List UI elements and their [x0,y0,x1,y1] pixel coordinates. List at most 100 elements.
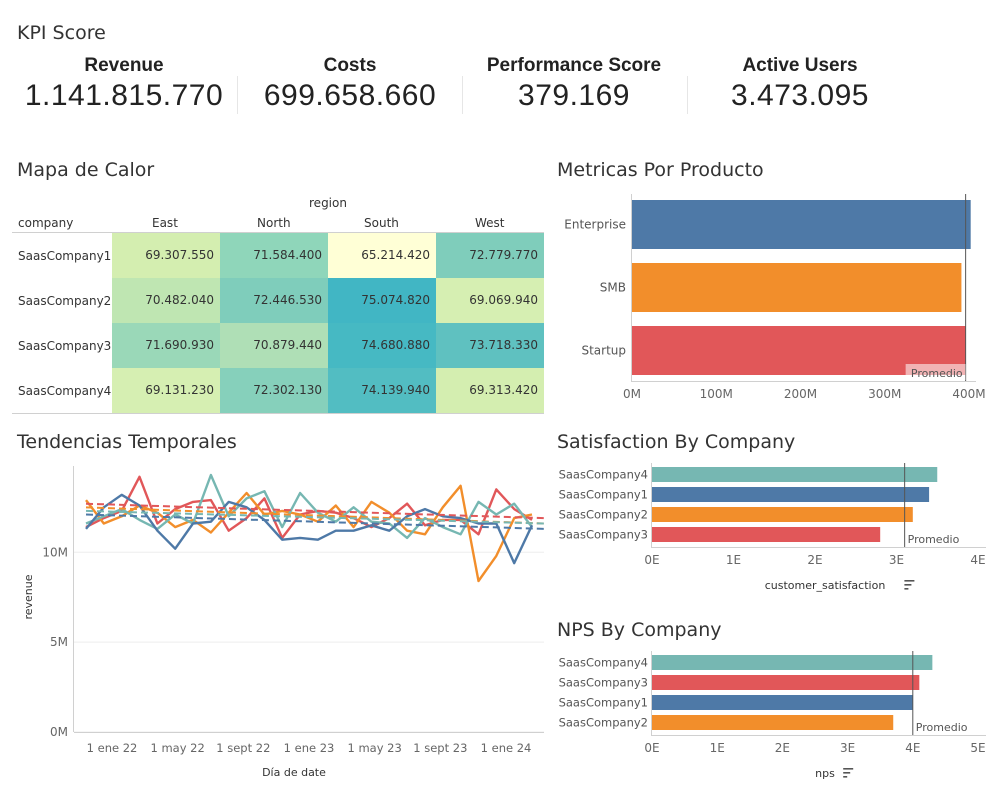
heatmap-cell[interactable]: 71.690.930 [112,323,220,368]
bar[interactable] [652,467,938,482]
heatmap-row-label: SaasCompany4 [18,384,112,398]
heatmap-cell[interactable]: 70.879.440 [220,323,328,368]
y-tick-label: 10M [42,545,68,559]
bar-category-label: SaasCompany4 [559,468,648,482]
sort-icon-bar [843,776,848,778]
bar-category-label: SaasCompany3 [559,676,648,690]
heatmap-cell[interactable]: 72.779.770 [436,233,544,278]
kpi-label: Active Users [742,55,858,76]
kpi-label: Performance Score [486,55,662,76]
revenue-series-line[interactable] [85,493,534,565]
heatmap-cell[interactable]: 73.718.330 [436,323,544,368]
x-tick-label: 4E [905,741,920,755]
heatmap-row-label: SaasCompany1 [18,249,112,263]
heatmap-cell[interactable]: 69.313.420 [436,368,544,413]
y-axis-title: revenue [22,574,35,619]
sort-icon-bar [904,584,912,586]
kpi-label: Revenue [84,55,164,76]
x-tick-label: 300M [868,387,901,401]
revenue-series-line[interactable] [85,473,533,540]
bar[interactable] [652,487,930,502]
sort-icon-bar [904,588,909,590]
kpi-costs: Costs 699.658.660 [246,54,454,118]
kpi-divider [687,76,688,114]
y-tick-label: 0M [50,725,68,739]
heatmap-bottom-rule [12,413,544,414]
heatmap-row-label: SaasCompany3 [18,339,112,353]
nps-chart-title: NPS By Company [557,619,722,641]
heatmap-cell[interactable]: 75.074.820 [328,278,436,323]
heatmap-cell[interactable]: 69.307.550 [112,233,220,278]
x-tick-label: 1 may 22 [151,741,205,755]
bar-category-label: SaasCompany2 [559,508,648,522]
kpi-active-users: Active Users 3.473.095 [696,54,904,118]
bar-category-label: Startup [581,344,626,358]
trends-chart-title: Tendencias Temporales [17,431,237,453]
bar-category-label: SaasCompany1 [559,696,648,710]
kpi-value: 699.658.660 [263,79,437,112]
bar-category-label: SMB [600,281,626,295]
heatmap-top-rule [12,232,544,233]
bar[interactable] [652,527,881,542]
bar-category-label: SaasCompany1 [559,488,648,502]
bar[interactable] [652,655,933,670]
reference-label: Promedio [908,533,960,546]
x-tick-label: 0E [644,741,659,755]
bar-category-label: SaasCompany4 [559,656,648,670]
heatmap-title: Mapa de Calor [17,159,155,181]
x-tick-label: 0E [644,553,659,567]
x-tick-label: 1E [710,741,725,755]
sort-icon [904,580,915,590]
bar[interactable] [632,200,971,249]
heatmap-column-header: West [475,216,505,230]
x-tick-label: 1 sept 22 [216,741,270,755]
heatmap-cell[interactable]: 69.131.230 [112,368,220,413]
x-tick-label: 1 may 23 [348,741,402,755]
bar-category-label: SaasCompany3 [559,528,648,542]
x-axis-title: customer_satisfaction [765,579,886,592]
x-tick-label: 1 ene 24 [481,741,532,755]
heatmap-cell[interactable]: 72.446.530 [220,278,328,323]
sort-icon-bar [843,768,854,770]
heatmap-cell[interactable]: 72.302.130 [220,368,328,413]
x-axis-title: Día de date [262,766,326,779]
heatmap-cell[interactable]: 74.139.940 [328,368,436,413]
heatmap-column-header: South [364,216,399,230]
heatmap-row-header: company [18,216,74,230]
y-tick-label: 5M [50,635,68,649]
heatmap-cell[interactable]: 69.069.940 [436,278,544,323]
revenue-series-line[interactable] [85,484,533,583]
heatmap-column-header: East [152,216,178,230]
revenue-series-line[interactable] [85,475,533,540]
heatmap-region-label: region [309,196,347,210]
bar[interactable] [652,715,894,730]
bar-category-label: Enterprise [564,218,626,232]
nps-bar-chart: SaasCompany4 SaasCompany3 SaasCompany1 Saas… [559,651,986,780]
bar[interactable] [652,675,920,690]
bar[interactable] [652,507,913,522]
kpi-revenue: Revenue 1.141.815.770 [18,54,230,118]
bar[interactable] [632,263,962,312]
reference-label-bg [905,364,966,380]
bar-category-label: SaasCompany2 [559,716,648,730]
x-tick-label: 1 ene 22 [87,741,138,755]
x-tick-label: 0M [623,387,641,401]
heatmap-cell[interactable]: 70.482.040 [112,278,220,323]
x-tick-label: 1E [726,553,741,567]
bar[interactable] [652,695,913,710]
kpi-performance-score: Performance Score 379.169 [470,54,678,118]
kpi-label: Costs [323,55,377,76]
kpi-value: 379.169 [518,79,630,112]
x-axis-title: nps [815,767,835,780]
satisfaction-chart-title: Satisfaction By Company [557,431,796,453]
heatmap-cell[interactable]: 74.680.880 [328,323,436,368]
x-tick-label: 3E [889,553,904,567]
heatmap-cell[interactable]: 65.214.420 [328,233,436,278]
kpi-value: 1.141.815.770 [24,79,224,112]
heatmap-cell[interactable]: 71.584.400 [220,233,328,278]
x-tick-label: 3E [840,741,855,755]
kpi-divider [462,76,463,114]
heatmap-row-label: SaasCompany2 [18,294,112,308]
product-bar-chart: Enterprise SMB Startup Promedio 0M 100M 200M 30… [564,194,986,401]
reference-label: Promedio [916,721,968,734]
